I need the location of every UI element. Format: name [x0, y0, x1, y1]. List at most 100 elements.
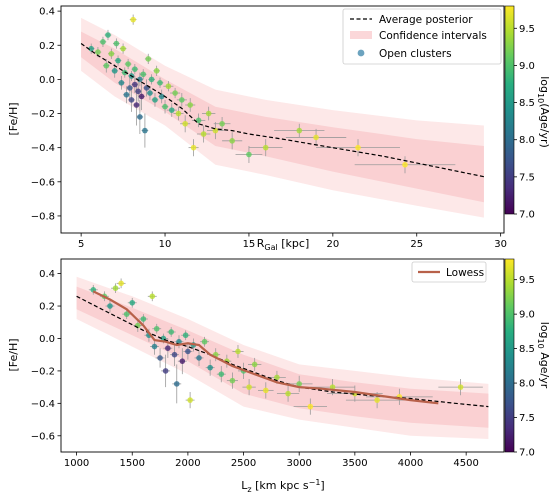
cluster-point	[132, 66, 138, 72]
x-ticks: 5 10 15 20 25 30	[78, 233, 507, 250]
colorbar-tick-label: 7.0	[519, 210, 535, 221]
lowess-line	[92, 290, 439, 405]
cluster-point	[157, 80, 163, 86]
colorbar-tick-label: 7.0	[519, 448, 535, 459]
cluster-point	[123, 91, 130, 98]
x-tick-label: 3000	[286, 458, 311, 469]
y-tick-label: 0.4	[39, 269, 55, 280]
x-tick-label: 3500	[342, 458, 367, 469]
cluster-point	[115, 57, 121, 64]
y-axis-label: [Fe/H]	[7, 102, 20, 135]
y-tick-label: 0.4	[39, 7, 55, 18]
legend: Average posterior Confidence intervals O…	[342, 8, 502, 65]
cluster-point	[152, 97, 158, 103]
cluster-point	[118, 280, 124, 287]
cluster-point	[219, 120, 225, 127]
cluster-point	[103, 62, 110, 69]
x-tick-label: 4000	[398, 458, 423, 469]
cluster-point	[142, 127, 148, 134]
cluster-point	[130, 16, 136, 23]
cluster-point	[137, 114, 143, 120]
axes-frame	[60, 258, 505, 453]
average-posterior-line	[80, 43, 485, 178]
panel-bottom: 1000 1500 2000 2500 3000 3500 4000 4500 −0.6−0.…	[7, 258, 550, 494]
colorbar-tick-label: 8.0	[519, 135, 535, 146]
cluster-point	[100, 39, 106, 45]
panel-top: 5 10 15 20 25 30 −0.8 −0.6 −0.4 −0.2 0.0 0.2 0.4 [F…	[7, 5, 550, 252]
cluster-point	[149, 293, 156, 300]
cluster-point	[108, 50, 115, 57]
cluster-point	[157, 355, 163, 361]
cluster-point	[246, 384, 252, 390]
cluster-point	[246, 151, 252, 158]
cluster-point	[128, 97, 135, 103]
x-tick-label: 2000	[175, 458, 200, 469]
cluster-point	[153, 325, 160, 332]
legend-oc-swatch	[357, 49, 365, 57]
cluster-point	[205, 110, 212, 117]
cluster-point	[212, 127, 219, 134]
colorbar-tick-label: 8.5	[519, 344, 535, 355]
cluster-point	[274, 374, 280, 381]
cluster-point	[179, 97, 185, 103]
legend-ci-label: Confidence intervals	[379, 30, 487, 42]
average-posterior-line	[76, 295, 489, 408]
open-cluster-points	[88, 16, 408, 168]
cluster-point	[132, 81, 138, 88]
x-ticks: 1000 1500 2000 2500 3000 3500 4000 4500	[64, 452, 479, 469]
cluster-point	[126, 85, 133, 91]
cluster-point	[147, 90, 153, 96]
cluster-point	[120, 45, 126, 52]
cluster-point	[200, 131, 207, 137]
cluster-point	[145, 56, 152, 62]
cluster-point	[185, 348, 191, 355]
colorbar-tick-label: 8.0	[519, 379, 535, 390]
colorbar-bottom: 7.0 7.5 8.0 8.5 9.0 9.5 log10 Age/yr	[504, 258, 550, 459]
cluster-point	[355, 144, 361, 151]
x-tick-label: 1000	[64, 458, 89, 469]
y-tick-label: −0.6	[31, 431, 55, 442]
cluster-point	[285, 390, 291, 397]
cluster-point	[151, 343, 158, 350]
colorbar-tick-label: 9.0	[519, 61, 535, 72]
colorbar-tick-label: 9.0	[519, 310, 535, 321]
cluster-point	[105, 32, 111, 38]
cluster-point	[133, 102, 140, 108]
cluster-point	[251, 361, 258, 368]
cluster-point	[175, 110, 182, 117]
x-tick-label: 1500	[120, 458, 145, 469]
confidence-band-inner	[81, 31, 484, 203]
y-axis-label: [Fe/H]	[7, 338, 20, 371]
legend-ci-swatch	[350, 31, 372, 39]
confidence-band-inner	[76, 286, 489, 428]
cluster-point	[123, 311, 130, 317]
y-tick-label: −0.2	[31, 366, 55, 377]
cluster-point	[313, 134, 319, 141]
cluster-point	[168, 107, 175, 113]
y-tick-label: 0.0	[39, 334, 55, 345]
colorbar-tick-label: 7.5	[519, 413, 535, 424]
colorbar-label: log10(Age/yr)	[536, 76, 550, 148]
cluster-point	[172, 90, 178, 96]
cluster-point	[162, 103, 168, 110]
cluster-point	[182, 332, 189, 339]
cluster-point	[168, 329, 174, 335]
y-tick-label: 0.2	[39, 41, 55, 52]
cluster-point	[402, 161, 408, 168]
cluster-point	[307, 403, 314, 410]
cluster-point	[201, 338, 208, 345]
x-tick-label: 25	[410, 239, 423, 250]
y-ticks: −0.6 −0.4 −0.2 0.0 0.2 0.4	[31, 269, 61, 442]
y-tick-label: 0.0	[39, 75, 55, 86]
cluster-point	[112, 285, 119, 291]
cluster-point	[113, 40, 120, 47]
cluster-point	[218, 371, 225, 377]
cluster-point	[187, 397, 193, 403]
cluster-point	[263, 387, 269, 394]
cluster-point	[182, 120, 188, 127]
y-ticks: −0.8 −0.6 −0.4 −0.2 0.0 0.2 0.4	[31, 7, 61, 222]
cluster-point	[158, 93, 165, 100]
x-axis-label: Lz [km kpc s−1]	[241, 478, 324, 494]
colorbar-tick-label: 8.5	[519, 98, 535, 109]
